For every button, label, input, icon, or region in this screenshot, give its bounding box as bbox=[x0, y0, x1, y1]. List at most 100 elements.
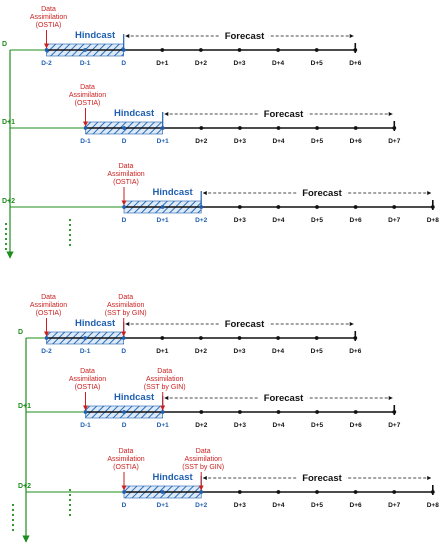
data-assimilation-label: Assimilation bbox=[107, 171, 144, 178]
tick-label: D+2 bbox=[195, 138, 207, 145]
continuation-dot bbox=[4, 232, 8, 236]
tick-label: D+3 bbox=[234, 138, 246, 145]
tick-label: D+1 bbox=[156, 60, 168, 67]
continuation-dot bbox=[68, 233, 72, 237]
tick-label: D+3 bbox=[234, 217, 246, 224]
continuation-dot bbox=[4, 247, 8, 251]
continuation-dot bbox=[4, 227, 8, 231]
tick-label: D-1 bbox=[80, 60, 91, 67]
data-assimilation-label: Data bbox=[196, 448, 211, 455]
tick-dot bbox=[44, 48, 49, 52]
continuation-dot bbox=[11, 503, 15, 507]
tick-dot bbox=[276, 205, 281, 209]
continuation-dot bbox=[4, 242, 8, 246]
data-assimilation-label: Assimilation bbox=[185, 456, 222, 463]
tick-label: D bbox=[122, 422, 127, 429]
tick-label: D+1 bbox=[156, 348, 168, 355]
tick-dot bbox=[122, 205, 126, 209]
tick-label: D+4 bbox=[272, 60, 284, 67]
tick-label: D+5 bbox=[311, 217, 323, 224]
tick-label: D+4 bbox=[272, 502, 284, 509]
tick-dot bbox=[353, 126, 358, 130]
tick-label: D-1 bbox=[80, 422, 91, 429]
tick-dot bbox=[315, 490, 319, 494]
tick-dot bbox=[199, 126, 204, 130]
tick-dot bbox=[83, 126, 88, 130]
panel-ostia-and-gin: D D-2 D-1 D D+1 D+2 D+3 D+4 D+5 D+6 Hindcast Foreca… bbox=[11, 294, 439, 543]
hindcast-label: Hindcast bbox=[114, 108, 155, 119]
continuation-dot bbox=[68, 243, 72, 247]
assimilation-source-label: (SST by GIN) bbox=[144, 384, 186, 391]
tick-label: D+3 bbox=[233, 348, 245, 355]
tick-dot bbox=[237, 336, 242, 340]
tick-dot bbox=[353, 205, 358, 209]
tick-dot bbox=[276, 126, 281, 130]
tick-dot bbox=[199, 490, 204, 494]
tick-dot bbox=[122, 126, 126, 130]
assimilation-source-label: (OSTIA) bbox=[75, 384, 101, 391]
tick-label: D+5 bbox=[311, 422, 323, 429]
tick-label: D+6 bbox=[350, 138, 362, 145]
tick-label: D+6 bbox=[350, 217, 362, 224]
forecast-label-bg bbox=[298, 186, 346, 198]
tick-dot bbox=[430, 205, 435, 209]
tick-dot bbox=[238, 410, 242, 414]
row-label: D+2 bbox=[18, 483, 31, 490]
tick-label: D+7 bbox=[388, 422, 400, 429]
row-label: D+1 bbox=[18, 403, 31, 410]
tick-label: D+7 bbox=[388, 502, 400, 509]
tick-label: D+1 bbox=[157, 217, 169, 224]
hindcast-label: Hindcast bbox=[114, 392, 155, 403]
forecast-label: Forecast bbox=[225, 31, 265, 42]
data-assimilation-label: Assimilation bbox=[30, 302, 67, 309]
tick-label: D+6 bbox=[349, 60, 361, 67]
continuation-dot bbox=[68, 498, 72, 502]
continuation-dot bbox=[68, 223, 72, 227]
continuation-dot bbox=[68, 513, 72, 517]
row-label: D bbox=[2, 41, 7, 48]
tick-label: D+5 bbox=[311, 502, 323, 509]
tick-dot bbox=[353, 410, 358, 414]
tick-label: D+6 bbox=[350, 502, 362, 509]
tick-label: D bbox=[121, 348, 126, 355]
tick-dot bbox=[392, 205, 397, 209]
tick-label: D+4 bbox=[272, 217, 284, 224]
row-label: D+1 bbox=[2, 119, 15, 126]
tick-dot bbox=[83, 410, 88, 414]
tick-label: D+2 bbox=[195, 348, 207, 355]
tick-dot bbox=[276, 410, 281, 414]
forecast-label-bg bbox=[220, 29, 269, 41]
continuation-dot bbox=[68, 228, 72, 232]
forecast-label-bg bbox=[259, 107, 308, 119]
hindcast-label: Hindcast bbox=[75, 30, 116, 41]
tick-dot bbox=[353, 48, 358, 52]
tick-label: D+1 bbox=[157, 422, 169, 429]
tick-label: D+5 bbox=[311, 138, 323, 145]
tick-dot bbox=[315, 126, 319, 130]
forecast-label-bg bbox=[298, 471, 346, 483]
forecast-label-bg bbox=[259, 391, 308, 403]
tick-label: D+8 bbox=[427, 217, 439, 224]
forecast-label: Forecast bbox=[302, 473, 342, 484]
assimilation-source-label: (OSTIA) bbox=[75, 100, 101, 107]
data-assimilation-label: Assimilation bbox=[107, 302, 144, 309]
data-assimilation-label: Data bbox=[118, 294, 133, 301]
tick-label: D+6 bbox=[349, 348, 361, 355]
tick-dot bbox=[315, 205, 319, 209]
tick-dot bbox=[160, 205, 165, 209]
tick-label: D-2 bbox=[41, 60, 52, 67]
continuation-dot bbox=[11, 513, 15, 517]
data-assimilation-label: Data bbox=[80, 368, 95, 375]
row-label: D bbox=[18, 329, 23, 336]
forecast-label-bg bbox=[220, 317, 269, 329]
tick-label: D bbox=[121, 60, 126, 67]
forecast-label: Forecast bbox=[264, 109, 304, 120]
panel-ostia-only: D D-2 D-1 D D+1 D+2 D+3 D+4 D+5 D+6 Hindcast Foreca… bbox=[2, 6, 439, 259]
tick-dot bbox=[314, 48, 319, 52]
tick-dot bbox=[44, 336, 49, 340]
data-assimilation-label: Data bbox=[80, 84, 95, 91]
tick-dot bbox=[199, 336, 203, 340]
tick-label: D+2 bbox=[195, 60, 207, 67]
tick-dot bbox=[315, 410, 319, 414]
